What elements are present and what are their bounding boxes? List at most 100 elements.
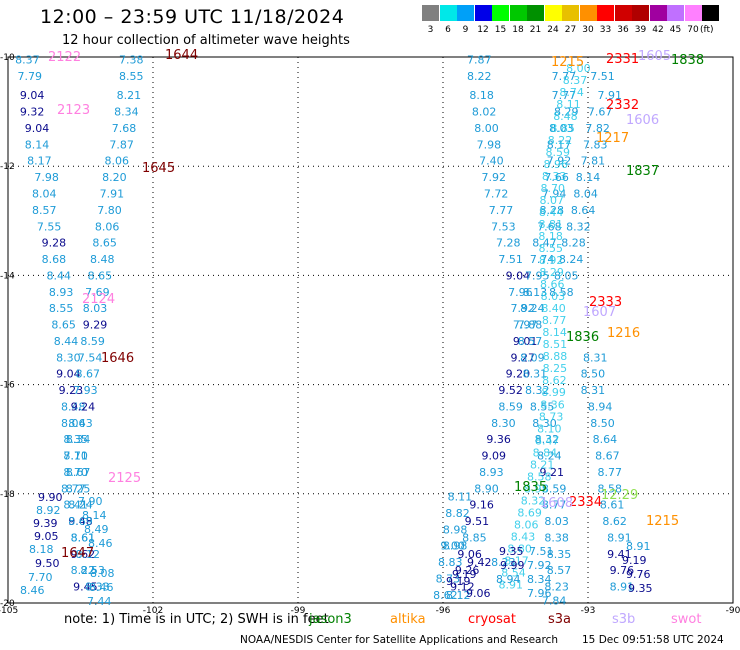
data-value-label: 8.30 <box>491 417 516 430</box>
data-value-label: 9.76 <box>610 564 635 577</box>
data-value-label: 8.18 <box>29 543 54 556</box>
data-value-label: 8.07 <box>540 194 565 207</box>
data-value-label: 8.55 <box>119 70 144 83</box>
legend-entry-s3b: s3b <box>612 612 636 627</box>
colorbar-swatch <box>579 5 597 21</box>
data-value-label: 8.73 <box>539 410 564 423</box>
data-value-label: 7.77 <box>552 70 577 83</box>
data-value-label: 9.99 <box>500 559 525 572</box>
data-value-label: 8.91 <box>499 578 524 591</box>
colorbar-swatch <box>649 5 667 21</box>
colorbar-swatch <box>474 5 492 21</box>
data-value-label: 7.92 <box>527 559 552 572</box>
data-value-label: 8.06 <box>95 220 120 233</box>
colorbar-swatch <box>702 5 719 21</box>
data-value-label: 7.84 <box>542 594 567 607</box>
data-value-label: 8.32 <box>525 384 550 397</box>
colorbar-label: 12 <box>477 25 489 35</box>
data-value-label: 8.77 <box>598 466 623 479</box>
pass-time-label: 1215 <box>646 514 679 529</box>
data-value-label: 9.00 <box>440 540 465 553</box>
data-value-label: 7.44 <box>87 595 112 608</box>
pass-time-label: 2334 <box>569 495 602 510</box>
data-value-label: 8.44 <box>47 269 72 282</box>
pass-time-label: 1605 <box>638 49 671 64</box>
data-value-label: 8.23 <box>491 556 516 569</box>
data-value-label: 7.68 <box>112 122 137 135</box>
data-value-label: 9.01 <box>513 335 538 348</box>
data-value-label: 7.98 <box>34 171 59 184</box>
data-value-label: 8.08 <box>90 567 115 580</box>
data-value-label: 8.04 <box>32 188 57 201</box>
data-value-label: 8.65 <box>88 269 113 282</box>
data-value-label: 9.04 <box>56 368 81 381</box>
pass-time-label: 2122 <box>48 50 81 65</box>
data-value-label: 8.46 <box>89 581 114 594</box>
data-value-label: 7.54 <box>78 351 103 364</box>
timestamp-footer: 15 Dec 09:51:58 UTC 2024 <box>582 634 724 646</box>
data-value-label: 8.41 <box>63 499 88 512</box>
data-value-label: 8.13 <box>523 286 548 299</box>
data-value-label: 8.31 <box>583 351 608 364</box>
data-value-label: 9.27 <box>511 351 536 364</box>
chart-subtitle: 12 hour collection of altimeter wave hei… <box>62 33 350 48</box>
data-value-label: 7.66 <box>544 171 569 184</box>
data-value-label: 8.31 <box>523 368 548 381</box>
data-value-label: 8.47 <box>532 237 557 250</box>
data-value-label: 8.30 <box>56 351 81 364</box>
data-value-label: 8.57 <box>32 204 57 217</box>
data-value-label: 8.14 <box>576 171 601 184</box>
data-value-label: 8.37 <box>563 74 588 87</box>
pass-time-label: 2332 <box>606 98 639 113</box>
data-value-label: 8.00 <box>566 62 591 75</box>
data-value-label: 9.45 <box>73 581 98 594</box>
data-value-label: 8.18 <box>538 230 563 243</box>
data-value-label: 8.64 <box>593 433 618 446</box>
data-value-label: 8.85 <box>462 531 487 544</box>
y-tick-label: -16 <box>0 381 15 391</box>
data-value-label: 8.21 <box>530 458 555 471</box>
data-value-label: 9.62 <box>71 548 96 561</box>
data-value-label: 7.91 <box>100 188 125 201</box>
data-value-label: 7.69 <box>85 286 110 299</box>
data-value-label: 8.65 <box>51 319 76 332</box>
data-value-label: 8.46 <box>88 537 113 550</box>
data-value-label: 8.06 <box>514 518 539 531</box>
pass-time-label: 1838 <box>671 53 704 68</box>
data-value-label: 8.51 <box>543 338 568 351</box>
data-value-label: 8.90 <box>474 482 499 495</box>
data-value-label: 8.95 <box>524 482 549 495</box>
colorbar-unit: (ft) <box>700 25 714 35</box>
data-value-label: 7.95 <box>525 269 550 282</box>
data-value-label: 9.16 <box>469 499 494 512</box>
data-value-label: 8.00 <box>474 122 499 135</box>
data-value-label: 8.83 <box>438 556 463 569</box>
data-value-label: 9.32 <box>20 106 45 119</box>
data-value-label: 8.93 <box>479 466 504 479</box>
colorbar-swatch <box>544 5 562 21</box>
pass-time-label: 2124 <box>82 292 115 307</box>
colorbar-label: 27 <box>564 25 577 35</box>
data-value-label: 8.11 <box>556 98 581 111</box>
y-tick-label: -10 <box>0 53 15 63</box>
data-value-label: 8.20 <box>102 171 127 184</box>
data-value-label: 8.68 <box>42 253 67 266</box>
data-value-label: 8.35 <box>547 548 572 561</box>
data-value-label: 8.25 <box>66 482 91 495</box>
colorbar-swatch <box>492 5 509 21</box>
data-value-label: 8.22 <box>467 70 492 83</box>
colorbar-swatch <box>457 5 474 21</box>
data-value-label: 8.17 <box>547 138 572 151</box>
data-value-label: 8.84 <box>533 446 558 459</box>
data-value-label: 8.67 <box>76 368 101 381</box>
data-value-label: 8.36 <box>540 398 565 411</box>
data-value-label: 8.55 <box>530 400 555 413</box>
pass-time-label: 12.29 <box>601 488 638 503</box>
data-value-label: 9.19 <box>446 575 471 588</box>
data-value-label: 8.44 <box>539 206 564 219</box>
data-value-label: 8.38 <box>544 531 569 544</box>
data-value-label: 8.94 <box>496 573 521 586</box>
data-value-label: 9.35 <box>628 582 653 595</box>
data-value-label: 8.31 <box>581 384 606 397</box>
colorbar-label: 39 <box>634 25 647 35</box>
